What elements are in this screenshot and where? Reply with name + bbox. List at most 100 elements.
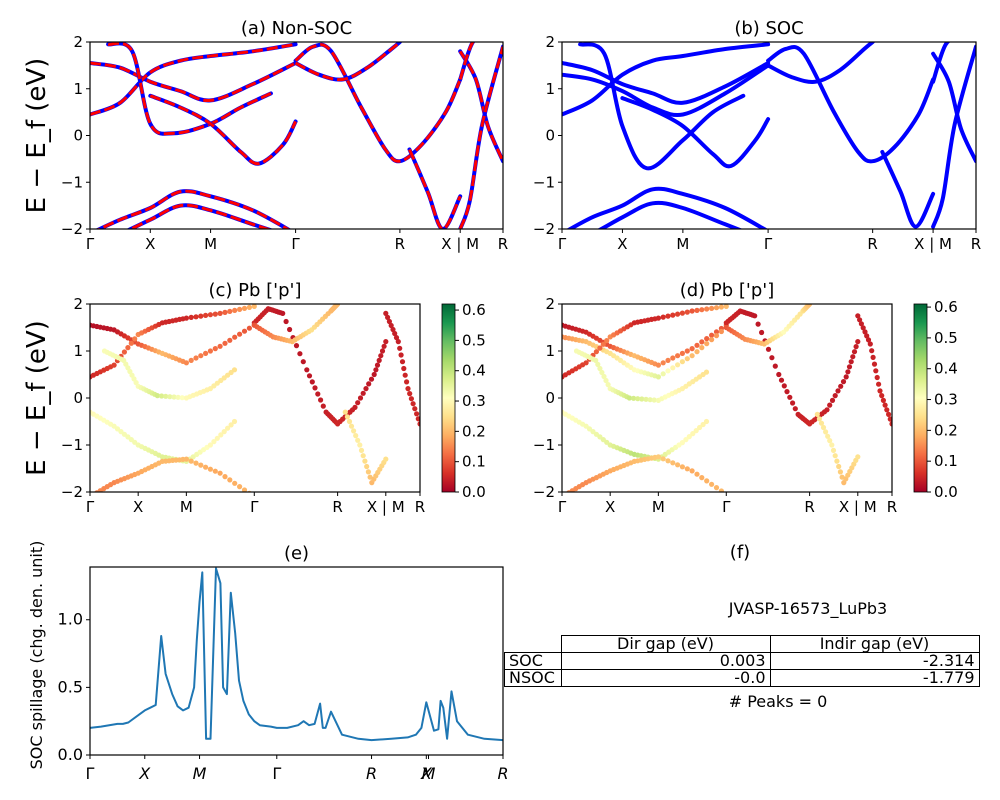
band-point-0-34 bbox=[684, 348, 690, 354]
band-point-1-29 bbox=[188, 314, 194, 320]
y-tick-label-2: 0 bbox=[545, 127, 555, 145]
colorbar-tick-label-4: 0.4 bbox=[462, 362, 486, 380]
band-line-overlay-2 bbox=[96, 189, 291, 229]
band-point-5-50 bbox=[373, 367, 379, 373]
x-tick-label-2: M bbox=[652, 498, 665, 516]
band-point-5-21 bbox=[304, 367, 310, 373]
band-point-0-29 bbox=[660, 360, 666, 366]
band-point-3-13 bbox=[132, 439, 138, 445]
band-point-2-22 bbox=[159, 393, 165, 399]
nsoc-dir-gap: -0.0 bbox=[560, 669, 771, 687]
band-point-1-30 bbox=[665, 368, 671, 374]
band-point-9-7 bbox=[829, 442, 835, 448]
colorbar-tick-label-1: 0.1 bbox=[934, 452, 958, 470]
band-point-4-38 bbox=[232, 480, 238, 486]
colorbar-tick-label-4: 0.4 bbox=[934, 360, 958, 378]
band-point-5-23 bbox=[309, 379, 315, 385]
band-point-7-3 bbox=[388, 322, 394, 329]
band-point-1-34 bbox=[212, 311, 218, 317]
band-line-overlay-9 bbox=[458, 50, 503, 162]
band-point-7-35 bbox=[807, 304, 813, 307]
band-point-1-35 bbox=[689, 353, 695, 359]
x-tick-label-4: R bbox=[395, 235, 405, 253]
band-point-1-33 bbox=[207, 312, 213, 318]
band-point-6-51 bbox=[846, 364, 853, 370]
band-point-2-11 bbox=[597, 345, 603, 351]
band-point-1-42 bbox=[251, 304, 257, 309]
band-point-8-12 bbox=[365, 469, 371, 475]
band-point-2-36 bbox=[694, 307, 700, 313]
band-point-6-26 bbox=[790, 400, 796, 406]
y-tick-label-2: 0 bbox=[73, 389, 83, 407]
y-axis-label: SOC spillage (chg. den. unit) bbox=[27, 541, 46, 770]
y-tick-label-1: −1 bbox=[61, 436, 83, 454]
band-point-4-29 bbox=[188, 458, 194, 464]
band-point-2-40 bbox=[225, 372, 231, 378]
x-tick-label-7: R bbox=[497, 764, 508, 783]
band-point-8-0 bbox=[342, 409, 348, 415]
band-point-5-49 bbox=[371, 371, 377, 378]
band-point-7-4 bbox=[390, 326, 396, 333]
band-point-8-12 bbox=[874, 374, 880, 381]
band-point-4-28 bbox=[183, 456, 189, 462]
colorbar-tick-label-5: 0.5 bbox=[462, 331, 486, 349]
panel-c-pb-p-projection: Γ X M Γ R X | M R −2 −1 0 1 2 (c) Pb ['p'] E − E_f (e… bbox=[22, 280, 486, 516]
axes-frame bbox=[89, 566, 504, 756]
band-point-8-6 bbox=[865, 337, 872, 343]
panel-f-summary: (f) JVASP-16573_LuPb3 # Peaks = 0 bbox=[728, 542, 887, 711]
band-point-5-27 bbox=[320, 403, 326, 409]
band-point-8-0 bbox=[855, 313, 861, 319]
band-point-8-10 bbox=[871, 361, 878, 367]
band-point-1-31 bbox=[198, 313, 204, 319]
band-line-overlay-3 bbox=[127, 203, 272, 229]
band-point-4-33 bbox=[207, 466, 213, 472]
band-point-1-11 bbox=[125, 345, 131, 351]
band-line-overlay-10 bbox=[458, 46, 503, 229]
colorbar-tick-label-0: 0.0 bbox=[934, 483, 958, 501]
band-point-8-7 bbox=[357, 442, 363, 448]
band-point-5-47 bbox=[366, 381, 372, 387]
band-line-2 bbox=[562, 42, 771, 117]
band-point-4-36 bbox=[222, 474, 228, 480]
band-line-overlay-8 bbox=[408, 148, 462, 229]
band-line-overlay-5 bbox=[149, 94, 297, 166]
band-point-8-9 bbox=[870, 354, 876, 360]
band-point-1-36 bbox=[694, 349, 700, 355]
x-tick-label-5: X | M bbox=[441, 235, 479, 253]
band-point-5-34 bbox=[684, 466, 690, 472]
band-point-5-1 bbox=[563, 492, 568, 497]
plot-area bbox=[562, 304, 892, 497]
band-point-0-36 bbox=[694, 342, 700, 348]
band-point-7-16 bbox=[408, 396, 414, 402]
band-point-5-38 bbox=[704, 478, 710, 484]
band-point-5-51 bbox=[374, 362, 381, 368]
y-tick-label-4: 2 bbox=[73, 33, 83, 51]
band-point-4-34 bbox=[212, 468, 218, 474]
band-point-9-1 bbox=[816, 416, 823, 422]
band-line-overlay-7 bbox=[294, 42, 401, 82]
band-point-3-24 bbox=[639, 396, 645, 402]
band-point-6-48 bbox=[840, 379, 847, 385]
band-point-4-38 bbox=[690, 431, 696, 437]
band-point-1-40 bbox=[713, 333, 720, 339]
x-tick-label-5: X | M bbox=[367, 498, 405, 516]
band-point-2-13 bbox=[604, 338, 610, 344]
band-point-4-40 bbox=[697, 424, 703, 431]
band-line-8 bbox=[766, 42, 875, 84]
band-point-3-36 bbox=[211, 439, 217, 445]
band-point-5-56 bbox=[383, 339, 389, 345]
band-point-9-0 bbox=[814, 411, 820, 417]
band-point-9-12 bbox=[837, 469, 844, 475]
band-point-0-31 bbox=[670, 355, 676, 361]
band-point-0-30 bbox=[193, 355, 199, 361]
band-point-2-37 bbox=[214, 380, 220, 386]
band-point-1-35 bbox=[217, 310, 223, 316]
band-point-2-35 bbox=[207, 386, 213, 392]
band-point-8-7 bbox=[867, 341, 873, 347]
band-point-8-1 bbox=[857, 317, 863, 323]
band-point-1-40 bbox=[241, 305, 248, 311]
band-point-2-34 bbox=[684, 309, 690, 315]
band-point-3-23 bbox=[635, 396, 641, 402]
band-point-8-8 bbox=[869, 348, 875, 354]
band-point-8-4 bbox=[862, 329, 868, 335]
